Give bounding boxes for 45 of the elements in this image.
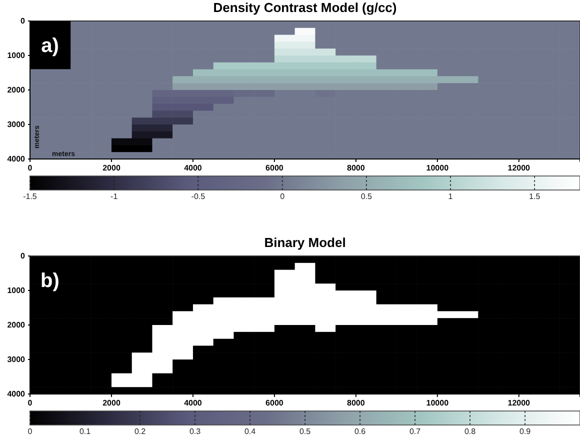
color-bar-label: 0.1 [79, 427, 92, 436]
y-tick-label: 4000 [7, 390, 26, 399]
y-tick-label: 1000 [7, 51, 26, 60]
color-bar-label: 0.3 [189, 427, 202, 436]
color-bar-label: 0.6 [354, 427, 366, 436]
x-tick-label: 0 [28, 164, 33, 173]
x-tick-label: 0 [28, 398, 33, 408]
color-bar-label: 1.5 [529, 192, 541, 201]
color-bar-label: -1 [110, 192, 118, 201]
x-tick-label: 2000 [102, 398, 121, 408]
x-tick-label: 4000 [184, 164, 202, 173]
x-tick-label: 4000 [184, 398, 202, 408]
chart-title: Density Contrast Model (g/cc) [213, 0, 397, 15]
y-tick-label: 0 [20, 16, 26, 26]
y-tick-label: 2000 [7, 86, 26, 95]
chart-title: Binary Model [264, 235, 346, 250]
color-bar-label: -0.5 [191, 192, 206, 201]
color-bar-label: 0.5 [299, 427, 312, 436]
x-tick-label: 12000 [508, 398, 531, 408]
color-bar-label: 1 [448, 192, 454, 201]
x-tick-label: 10000 [426, 164, 450, 173]
y-tick-label: 3000 [7, 120, 26, 130]
color-bar-label: 0 [280, 192, 286, 201]
annotation: a) [41, 35, 59, 57]
color-bar-label: 0.8 [464, 427, 476, 436]
color-bar-label: -1.5 [23, 192, 38, 201]
color-bar-label: 0.9 [519, 427, 532, 436]
x-tick-label: 12000 [508, 164, 531, 173]
y-tick-label: 1000 [7, 286, 26, 296]
color-bar-label: 0.7 [409, 427, 422, 436]
x-tick-label: 6000 [266, 164, 284, 173]
y-tick-label: 2000 [7, 320, 26, 330]
x-tick-label: 8000 [347, 164, 366, 173]
x-tick-label: 8000 [347, 398, 366, 408]
y-tick-label: 0 [20, 252, 26, 261]
color-bar-label: 0.4 [244, 427, 256, 436]
y-tick-label: 3000 [7, 355, 26, 364]
color-bar-label: 0 [28, 427, 33, 436]
color-bar-label: 0.2 [134, 427, 146, 436]
annotation: b) [40, 270, 60, 292]
y-tick-label: 4000 [7, 154, 26, 164]
x-tick-label: 10000 [426, 398, 450, 408]
x-tick-label: 2000 [102, 164, 121, 173]
color-bar-label: 0.5 [360, 192, 372, 201]
x-tick-label: 6000 [266, 398, 284, 408]
